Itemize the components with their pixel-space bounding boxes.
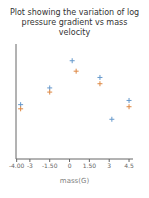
svg-text:4.5: 4.5 [124,162,134,169]
svg-text:0: 0 [68,162,72,169]
svg-text:-4.00: -4.00 [9,162,25,169]
svg-text:3: 3 [107,162,111,169]
svg-text:-1.50: -1.50 [42,162,58,169]
svg-text:-3: -3 [27,162,33,169]
svg-text:mass(G): mass(G) [60,177,90,185]
svg-text:1.50: 1.50 [83,162,97,169]
html-text:Plot showing the variation of: Plot showing the variation of log pressu… [9,8,140,37]
